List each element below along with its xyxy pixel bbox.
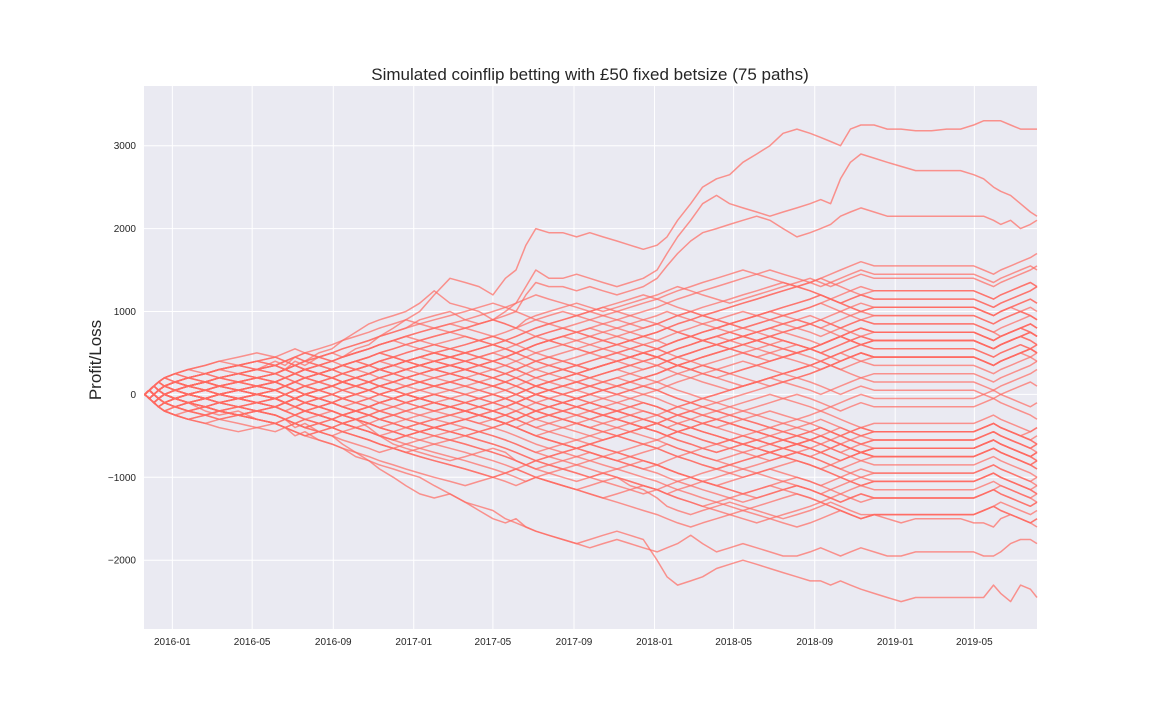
series-path bbox=[144, 389, 1038, 495]
series-path bbox=[144, 385, 1038, 470]
x-tick-labels: 2016-01 2016-05 2016-09 2017-01 2017-05 2017-… bbox=[154, 637, 993, 648]
x-tick-label: 2017-09 bbox=[556, 637, 593, 648]
series-path bbox=[144, 368, 1038, 462]
series-path bbox=[144, 393, 1038, 524]
x-tick-label: 2019-01 bbox=[877, 637, 914, 648]
series-path bbox=[144, 281, 1038, 395]
series-path bbox=[144, 265, 1038, 400]
series-path bbox=[144, 319, 1038, 404]
y-tick-label: 1000 bbox=[114, 307, 137, 318]
y-tick-label: 2000 bbox=[114, 224, 137, 235]
series-path bbox=[144, 294, 1038, 396]
x-tick-label: 2017-01 bbox=[395, 637, 432, 648]
series-path bbox=[144, 331, 1038, 412]
x-tick-label: 2017-05 bbox=[475, 637, 512, 648]
x-tick-label: 2019-05 bbox=[956, 637, 993, 648]
x-tick-label: 2016-09 bbox=[315, 637, 352, 648]
chart-title: Simulated coinflip betting with £50 fixe… bbox=[371, 65, 809, 84]
x-tick-label: 2018-09 bbox=[796, 637, 833, 648]
y-tick-label: 0 bbox=[130, 390, 136, 401]
series-path bbox=[144, 360, 1038, 450]
x-tick-label: 2016-05 bbox=[234, 637, 271, 648]
y-tick-label: 3000 bbox=[114, 141, 137, 152]
series-lines bbox=[144, 120, 1038, 603]
x-tick-label: 2018-01 bbox=[636, 637, 673, 648]
y-axis-label: Profit/Loss bbox=[86, 320, 105, 400]
series-path bbox=[144, 306, 1038, 395]
x-tick-label: 2018-05 bbox=[715, 637, 752, 648]
x-tick-label: 2016-01 bbox=[154, 637, 191, 648]
series-path bbox=[144, 381, 1038, 508]
series-path bbox=[144, 153, 1038, 400]
y-tick-label: −2000 bbox=[108, 556, 137, 567]
y-tick-labels: −2000 −1000 0 1000 2000 3000 bbox=[108, 141, 137, 567]
y-tick-label: −1000 bbox=[108, 473, 137, 484]
series-path bbox=[144, 377, 1038, 429]
